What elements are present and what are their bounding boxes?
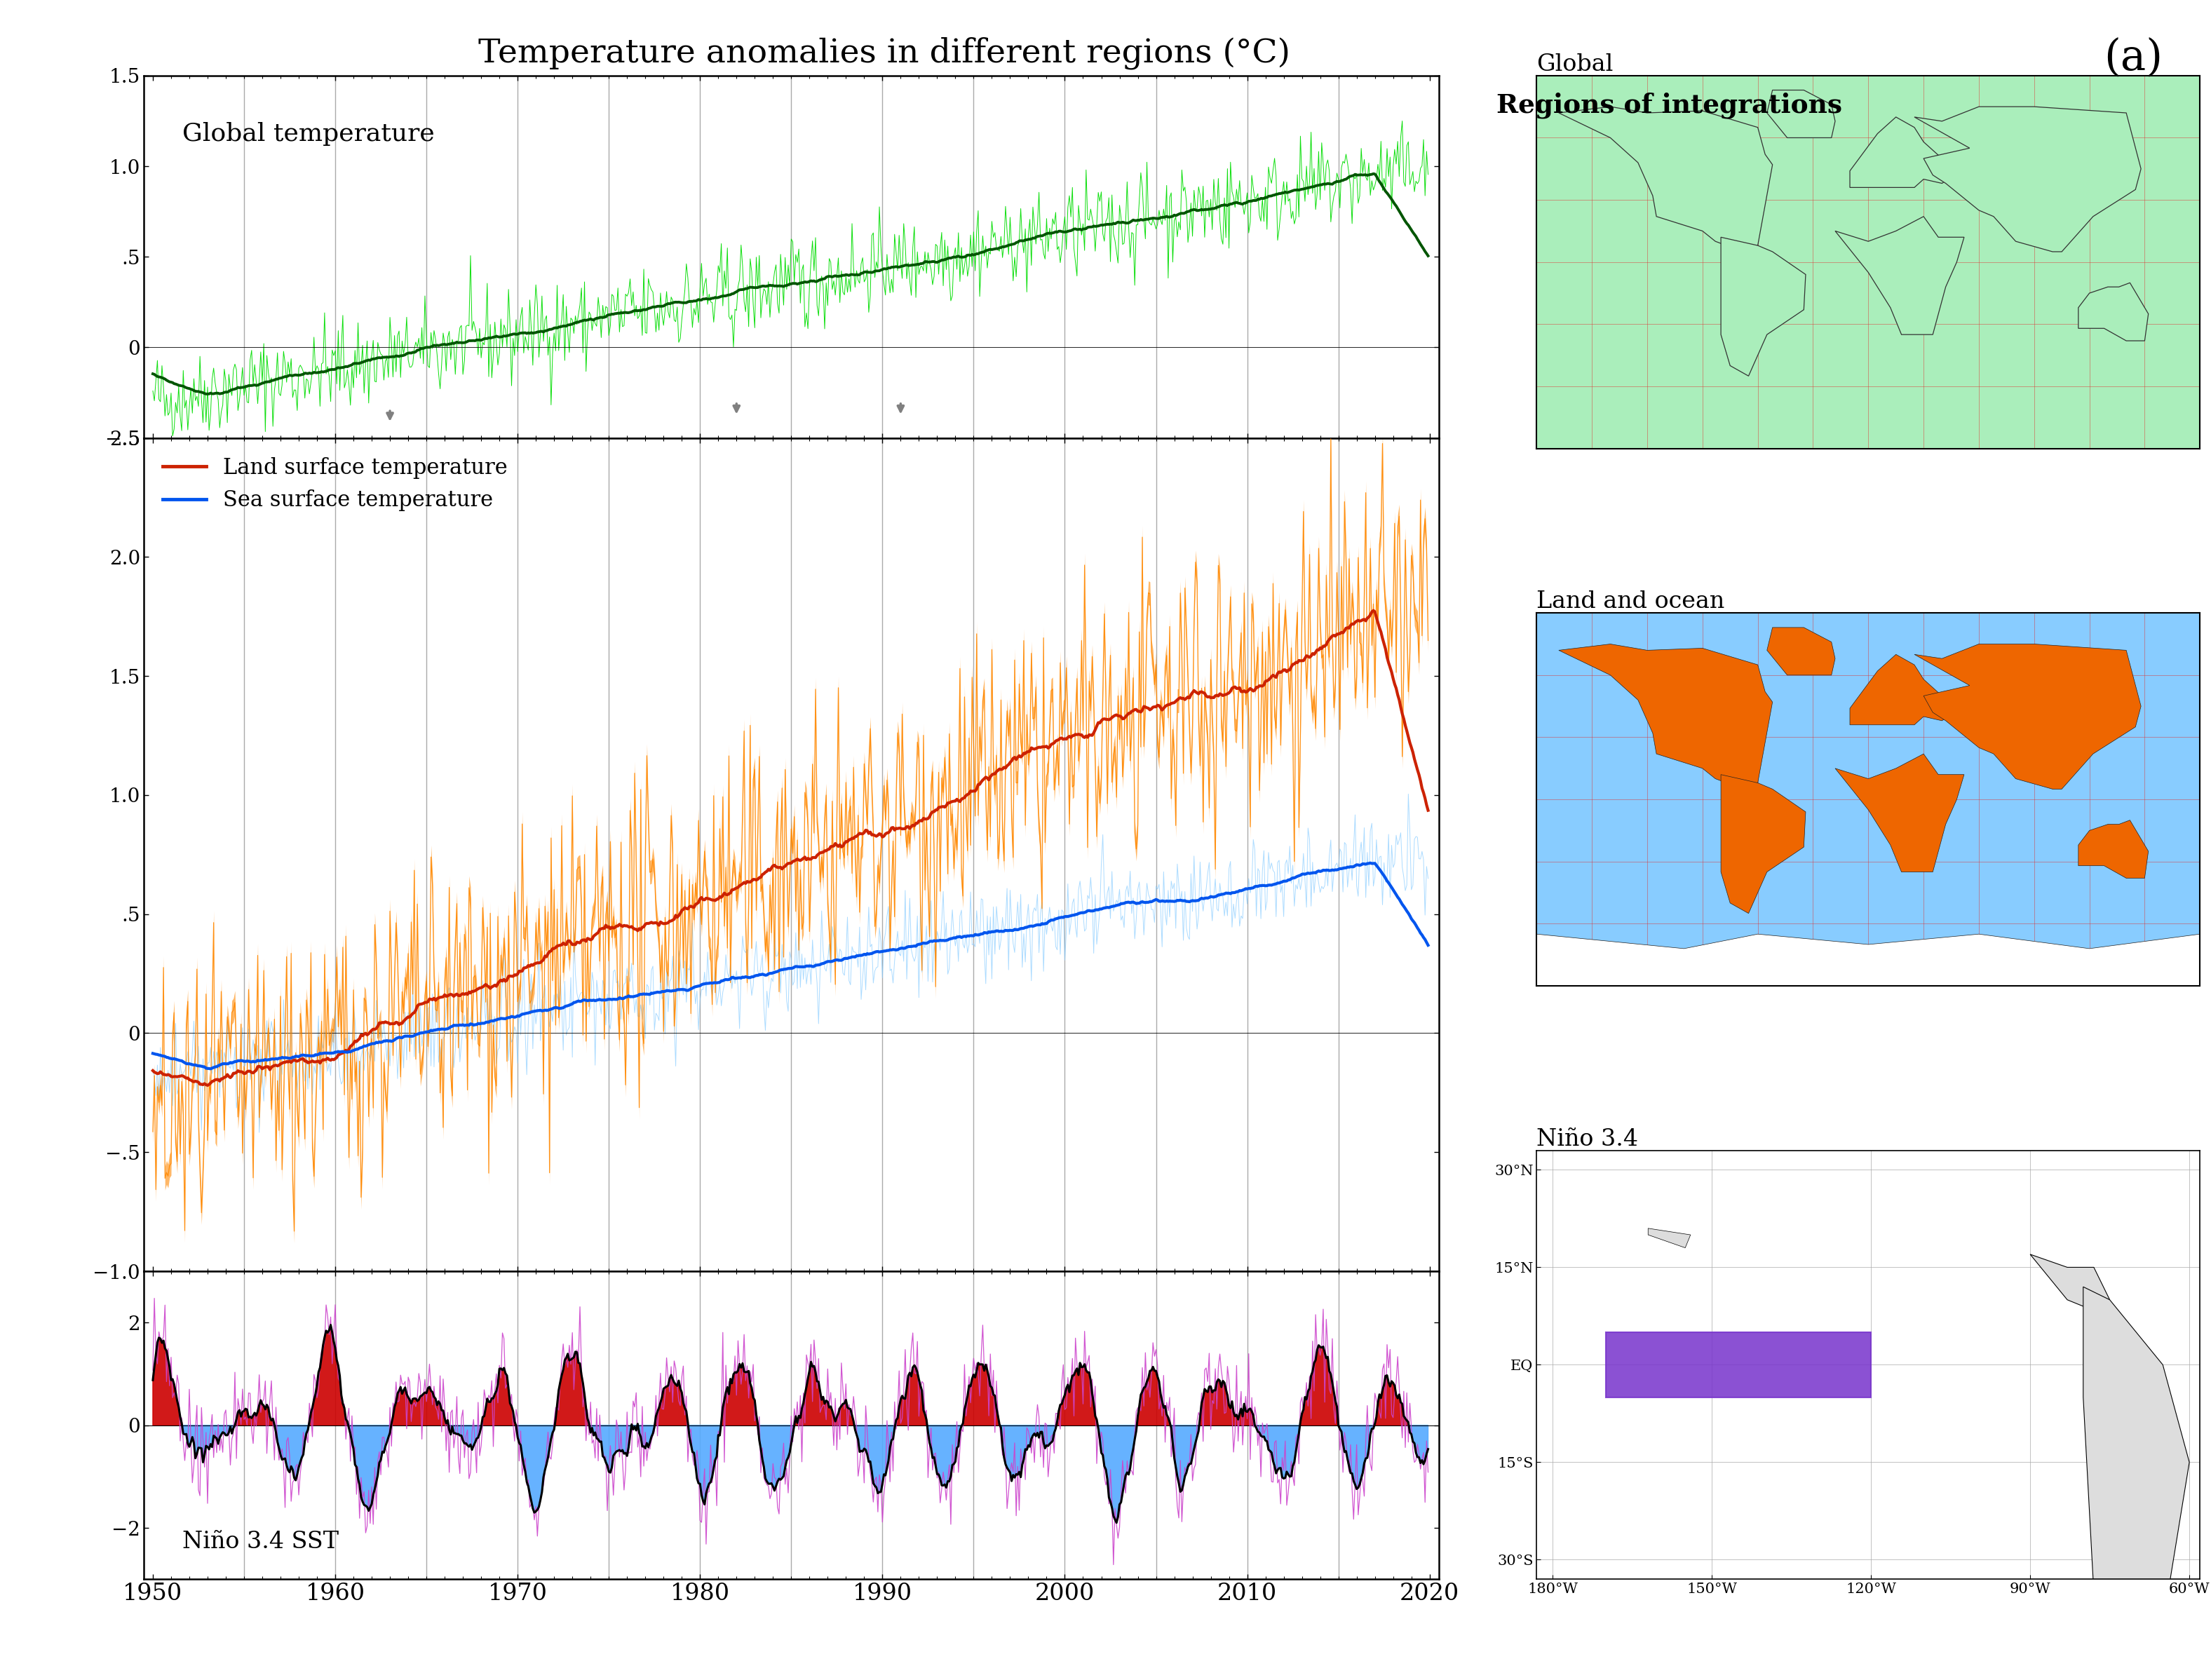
Polygon shape [2083,1287,2189,1680]
Text: Regions of integrations: Regions of integrations [1497,92,1842,119]
Text: Temperature anomalies in different regions (°C): Temperature anomalies in different regio… [478,37,1291,69]
Polygon shape [1835,217,1963,334]
Polygon shape [1835,754,1963,872]
Text: Land and ocean: Land and ocean [1537,591,1725,613]
Polygon shape [1720,774,1806,914]
Polygon shape [1720,237,1806,376]
Polygon shape [2078,820,2149,879]
Polygon shape [1915,106,2140,252]
Polygon shape [2030,1255,2109,1312]
Polygon shape [1915,643,2140,790]
Polygon shape [1559,106,1773,245]
Bar [1605,1332,1871,1398]
Polygon shape [1559,643,1773,783]
Polygon shape [1767,91,1835,138]
Polygon shape [1851,655,1957,724]
Polygon shape [1851,118,1957,188]
Polygon shape [1537,934,2200,986]
Text: Niño 3.4 SST: Niño 3.4 SST [184,1530,338,1554]
Text: Niño 3.4: Niño 3.4 [1537,1127,1638,1151]
Text: (a): (a) [2105,37,2162,79]
Polygon shape [1767,627,1835,675]
Polygon shape [2078,282,2149,341]
Text: Global temperature: Global temperature [184,123,436,146]
Polygon shape [1647,1228,1691,1248]
Text: Global: Global [1537,54,1614,76]
Legend: Land surface temperature, Sea surface temperature: Land surface temperature, Sea surface te… [155,449,515,519]
